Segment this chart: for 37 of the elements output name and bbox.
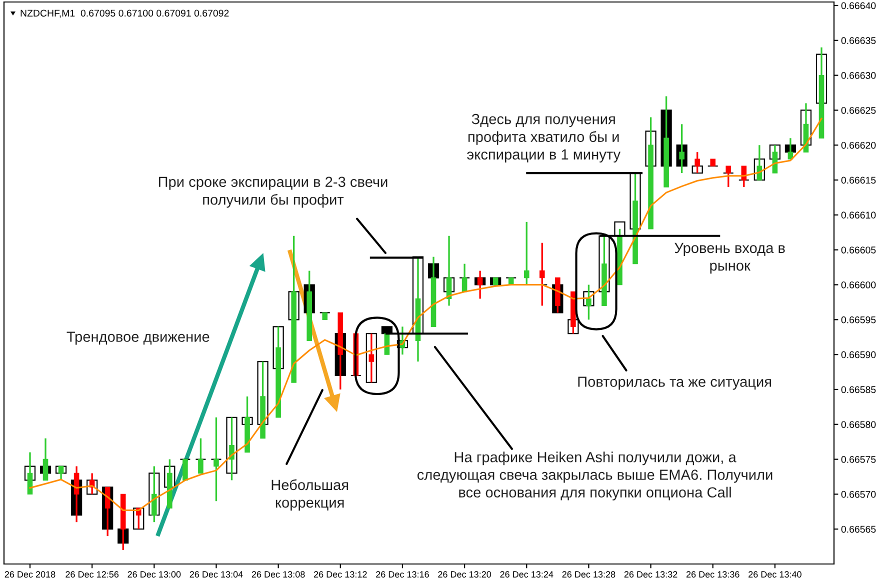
x-tick-label: 26 Dec 13:40 [748, 571, 802, 578]
x-tick-label: 26 Dec 12:56 [66, 571, 119, 578]
x-tick-label: 26 Dec 13:28 [562, 571, 616, 578]
y-tick-label: 0.66625 [841, 106, 876, 114]
annotation: Повторилась та же ситуация [578, 376, 772, 390]
y-tick-label: 0.66630 [841, 72, 876, 79]
y-tick-label: 0.66620 [841, 142, 876, 149]
y-tick-label: 0.66600 [841, 281, 876, 288]
x-tick-label: 26 Dec 13:12 [314, 571, 367, 578]
x-tick-label: 26 Dec 13:36 [686, 571, 740, 578]
y-tick-label: 0.66635 [841, 37, 876, 44]
x-tick-label: 26 Dec 13:16 [376, 571, 429, 578]
y-tick-label: 0.66595 [841, 316, 876, 324]
x-tick-label: 26 Dec 13:32 [624, 571, 678, 578]
x-tick-label: 26 Dec 2018 [4, 571, 56, 578]
x-tick-label: 26 Dec 13:00 [128, 571, 181, 578]
y-tick-label: 0.66590 [841, 351, 876, 358]
x-tick-label: 26 Dec 13:04 [190, 571, 243, 578]
annotation: Небольшая коррекция [272, 479, 348, 511]
y-tick-label: 0.66565 [841, 526, 876, 533]
ref-line-label: Здесь для получения профита хватило бы и экспирации в 1 минуту [467, 114, 620, 162]
y-tick-label: 0.66610 [841, 212, 876, 219]
x-tick-label: 26 Dec 13:24 [500, 571, 554, 578]
y-tick-label: 0.66585 [841, 386, 876, 394]
annotation: На графике Heiken Ashi получили дожи, а следующая свеча закрылась выше EMA6. Получили все основания для покупки опциона Call [417, 452, 772, 500]
y-tick-label: 0.66580 [841, 421, 876, 428]
y-tick-label: 0.66570 [841, 490, 876, 498]
annotation: Трендовое движение [66, 332, 210, 345]
y-tick-label: 0.66615 [841, 176, 876, 184]
ref-line-label: Уровень входа в рынок [674, 242, 785, 274]
y-tick-label: 0.66575 [841, 456, 876, 463]
y-tick-label: 0.66640 [841, 2, 876, 10]
x-tick-label: 26 Dec 13:08 [252, 571, 305, 578]
y-tick-label: 0.66605 [841, 246, 876, 254]
annotation: При сроке экспирации в 2-3 свечи получили бы профит [158, 176, 388, 208]
text: NZDCHF,M1 0.67095 0.67100 0.67091 0.67092 [20, 10, 229, 18]
x-tick-label: 26 Dec 13:20 [438, 571, 492, 578]
